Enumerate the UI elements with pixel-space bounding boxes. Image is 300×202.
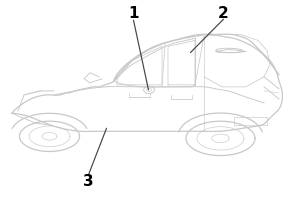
Text: 3: 3 bbox=[83, 174, 94, 189]
Text: 2: 2 bbox=[218, 6, 229, 21]
Text: 1: 1 bbox=[128, 6, 139, 21]
